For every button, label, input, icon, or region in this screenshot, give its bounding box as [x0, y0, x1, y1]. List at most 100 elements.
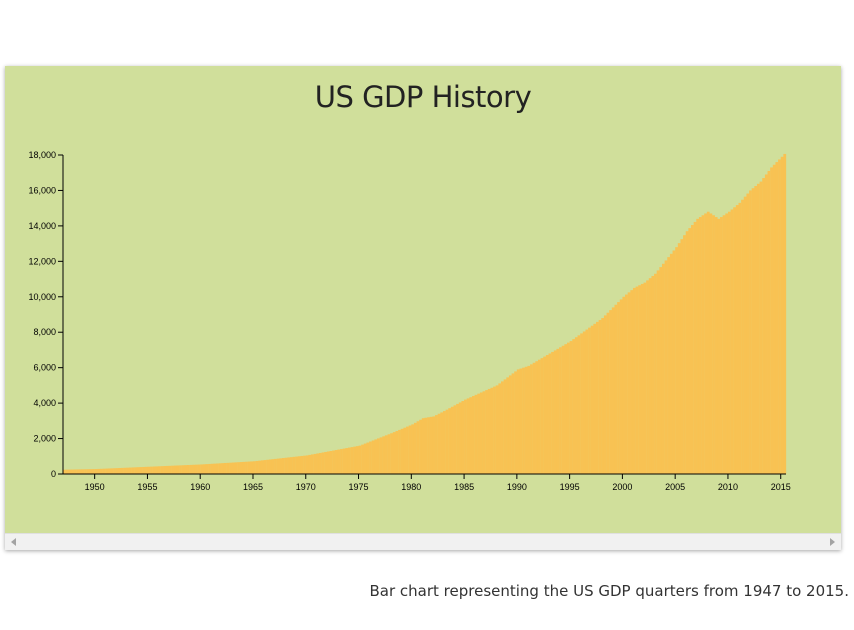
bar-q174 — [522, 367, 525, 474]
bar-q220 — [643, 282, 647, 474]
bar-q4 — [73, 469, 77, 474]
bar-q240 — [696, 218, 700, 474]
bar-q241 — [698, 217, 702, 474]
bar-q264 — [759, 181, 763, 474]
y-tick-label: 18,000 — [28, 150, 56, 160]
bar-q48 — [189, 464, 193, 474]
bar-q64 — [231, 462, 235, 474]
bar-q123 — [387, 434, 391, 474]
bar-q94 — [311, 454, 314, 474]
bar-q246 — [712, 215, 715, 474]
bar-q74 — [258, 460, 262, 474]
bar-q172 — [516, 369, 520, 474]
bar-q265 — [762, 178, 766, 474]
bar-q91 — [303, 455, 306, 474]
horizontal-scrollbar[interactable] — [5, 533, 841, 550]
bar-q148 — [453, 405, 457, 474]
bar-q145 — [445, 409, 449, 474]
bar-q197 — [582, 331, 586, 474]
bar-q204 — [601, 318, 605, 474]
bar-q82 — [279, 458, 283, 474]
bar-q209 — [614, 304, 618, 474]
bar-q26 — [131, 467, 135, 474]
bar-q257 — [741, 199, 744, 474]
bar-q10 — [89, 469, 93, 474]
bar-q226 — [659, 267, 663, 474]
bar-q207 — [609, 310, 612, 474]
bar-q51 — [197, 464, 201, 474]
bar-q93 — [308, 454, 312, 474]
bar-q85 — [287, 457, 291, 474]
bar-q18 — [110, 468, 114, 474]
chevron-left-icon[interactable] — [11, 538, 16, 546]
bar-q108 — [347, 447, 351, 474]
bar-q153 — [466, 398, 470, 474]
bar-q198 — [585, 329, 589, 474]
x-tick-label: 2015 — [771, 482, 791, 492]
bar-q183 — [545, 355, 549, 474]
bar-q165 — [498, 383, 502, 474]
x-tick-label: 2010 — [718, 482, 738, 492]
bar-q238 — [691, 225, 694, 474]
bar-q109 — [350, 447, 354, 474]
bar-q208 — [611, 307, 615, 474]
bar-q140 — [432, 416, 436, 474]
bar-q260 — [749, 190, 752, 474]
bar-q158 — [479, 392, 483, 474]
bar-q81 — [276, 458, 280, 474]
bar-q173 — [519, 368, 523, 474]
bar-q182 — [543, 356, 547, 474]
bar-q167 — [503, 379, 507, 474]
bar-q0 — [63, 469, 66, 474]
bar-q27 — [134, 467, 138, 474]
bar-q138 — [427, 417, 430, 474]
bar-q21 — [118, 468, 122, 474]
bar-q128 — [400, 428, 404, 474]
bar-q255 — [735, 205, 739, 474]
bar-q7 — [81, 469, 85, 474]
bar-q104 — [337, 449, 341, 474]
bar-q119 — [377, 438, 380, 474]
bar-q159 — [482, 391, 486, 474]
bar-q210 — [617, 302, 620, 474]
bar-q206 — [606, 312, 610, 474]
x-tick-label: 2005 — [665, 482, 685, 492]
bar-q16 — [105, 468, 109, 474]
bar-q217 — [635, 286, 639, 474]
bar-q11 — [92, 469, 95, 474]
bar-q160 — [485, 390, 488, 474]
bar-q185 — [551, 351, 554, 474]
bar-q88 — [295, 456, 298, 474]
bar-q150 — [458, 402, 462, 474]
x-tick-label: 1990 — [507, 482, 527, 492]
bar-q127 — [398, 429, 401, 474]
bar-q156 — [474, 394, 478, 474]
bar-q233 — [677, 243, 681, 474]
bar-q200 — [590, 325, 594, 474]
axes-layer: 0 2,000 4,000 6,000 8,000 10,000 12,000 14,000 1… — [28, 150, 790, 492]
bar-q102 — [332, 450, 335, 474]
bar-q43 — [176, 465, 180, 474]
bar-q186 — [553, 350, 557, 474]
bar-q231 — [672, 250, 676, 474]
bar-q58 — [216, 463, 219, 474]
bar-q188 — [559, 347, 562, 474]
bar-q17 — [107, 468, 111, 474]
bar-q67 — [239, 462, 243, 474]
bar-q31 — [144, 466, 148, 474]
bar-q30 — [142, 466, 145, 474]
bar-q50 — [194, 464, 198, 474]
y-tick-label: 2,000 — [33, 434, 56, 444]
bar-q244 — [706, 211, 710, 474]
bar-q245 — [709, 213, 713, 475]
bar-q23 — [123, 467, 127, 474]
chart-panel: US GDP History 0 2,000 4,000 6,000 8,000 10,0… — [5, 66, 841, 550]
bar-q130 — [406, 426, 409, 474]
x-tick-label: 1980 — [401, 482, 421, 492]
bar-q192 — [569, 341, 573, 474]
bar-q100 — [326, 451, 330, 474]
bar-q124 — [390, 433, 393, 474]
x-tick-label: 1955 — [137, 482, 157, 492]
bar-q134 — [416, 421, 420, 474]
chevron-right-icon[interactable] — [830, 538, 835, 546]
